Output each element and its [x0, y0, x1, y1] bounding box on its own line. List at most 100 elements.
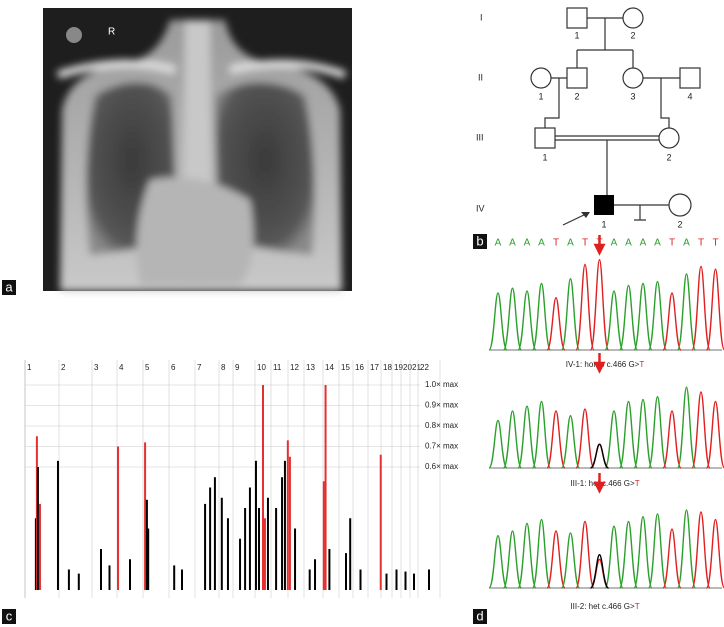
bar: [288, 456, 291, 590]
chromosome-label: 18: [383, 363, 392, 372]
trace-peak: [560, 278, 581, 351]
bar: [281, 477, 284, 590]
bar: [395, 569, 398, 590]
chromosome-label: 4: [119, 363, 124, 372]
trace-peak: [531, 518, 552, 589]
bar: [308, 569, 311, 590]
trace-peak: [502, 287, 523, 351]
trace-caption: IV-1: homo c.466 G>T: [566, 360, 645, 369]
trace-peak: [502, 530, 523, 589]
male: [566, 7, 588, 29]
pedigree-lines: [544, 17, 680, 226]
chromosome-label: 22: [420, 363, 429, 372]
panel-letter: b: [476, 233, 483, 248]
trace-peak: [575, 263, 595, 351]
individual-number: 4: [687, 91, 692, 101]
bar: [244, 508, 247, 590]
bar: [385, 573, 388, 590]
trace-peak: [560, 415, 581, 469]
panel-letter-box: [2, 609, 16, 624]
trace-peak: [531, 400, 552, 469]
bar: [181, 569, 183, 590]
trace-peak: [502, 410, 523, 469]
individual-number: 1: [538, 91, 543, 101]
trace-caption: III-2: het c.466 G>T: [570, 602, 639, 611]
trace-peak: [517, 405, 537, 469]
base-letter: T: [582, 238, 588, 249]
generation-label: II: [478, 72, 483, 82]
y-tick-label: 0.8× max: [425, 421, 458, 430]
female: [658, 127, 680, 149]
homozygosity-chart: 1 2 3 4 5 6 7 8 9 10 11 12 13 14 15 16 17 18 19 20 21 221.0× …: [24, 360, 458, 598]
base-letter: A: [509, 238, 516, 249]
trace-peak: [705, 268, 724, 351]
y-tick-label: 0.6× max: [425, 462, 458, 471]
trace-peak: [618, 400, 639, 469]
trace-peak: [575, 520, 595, 589]
male: [566, 67, 588, 89]
xray-panel: R a: [2, 8, 352, 295]
bar: [100, 549, 102, 590]
panel-letter: a: [5, 279, 13, 294]
trace-peak: [691, 391, 711, 469]
mutation-arrow: [593, 473, 606, 494]
chromosome-label: 2: [61, 363, 66, 372]
trace-peak: [604, 290, 624, 351]
trace-peak: [705, 400, 724, 469]
female: [622, 67, 644, 89]
base-letter: A: [495, 238, 502, 249]
bar: [108, 565, 111, 590]
trace-peak: [647, 396, 668, 469]
caption-allele: T: [639, 360, 644, 369]
individual-number: 1: [574, 30, 579, 40]
bar: [345, 553, 347, 590]
trace-peak: [662, 410, 682, 469]
trace-peak: [691, 265, 711, 351]
trace-peak: [633, 398, 653, 469]
generation-label: I: [480, 12, 483, 22]
base-letter: T: [712, 238, 718, 249]
trace-peak: [662, 528, 682, 589]
trace-peak: [560, 532, 581, 589]
bar: [220, 497, 223, 590]
trace-peak: [618, 284, 639, 351]
bar: [349, 518, 352, 590]
individual-number: 2: [677, 219, 682, 229]
bar: [324, 385, 327, 590]
bar: [248, 487, 251, 590]
trace-peak: [589, 259, 610, 351]
trace-peak: [546, 297, 566, 351]
bar: [266, 497, 269, 590]
base-letter: A: [524, 238, 531, 249]
chromosome-label: 14: [325, 363, 334, 372]
individual-number: 2: [630, 30, 635, 40]
chromosome-label: 10: [257, 363, 266, 372]
trace-peak: [488, 292, 508, 351]
chromosome-label: 12: [290, 363, 299, 372]
y-tick-label: 1.0× max: [425, 380, 458, 389]
panel-letter-box: [473, 234, 487, 249]
bar: [428, 569, 430, 590]
panel-letter-box: [2, 280, 16, 295]
base-letter: A: [567, 238, 574, 249]
male: [679, 67, 701, 89]
trace-peak: [676, 509, 697, 589]
caption-text: III-2: het c.466 G>: [570, 602, 635, 611]
chromosome-label: 7: [197, 363, 202, 372]
female: [530, 67, 552, 89]
trace-peak: [575, 408, 595, 469]
bar: [294, 528, 297, 590]
bar: [404, 571, 407, 590]
pedigree-panel: I II III IV 1 2 1 2 3 4 1 2 1 2 b: [473, 7, 701, 249]
base-letter: A: [683, 238, 690, 249]
chromosome-label: 1: [27, 363, 32, 372]
bar: [213, 477, 216, 590]
bar: [262, 385, 264, 590]
bar: [413, 573, 415, 590]
trace-peak: [676, 386, 697, 469]
trace-peak: [691, 511, 711, 589]
bar: [209, 487, 212, 590]
bar: [36, 467, 39, 590]
trace-peak: [546, 410, 566, 469]
bar: [129, 559, 131, 590]
